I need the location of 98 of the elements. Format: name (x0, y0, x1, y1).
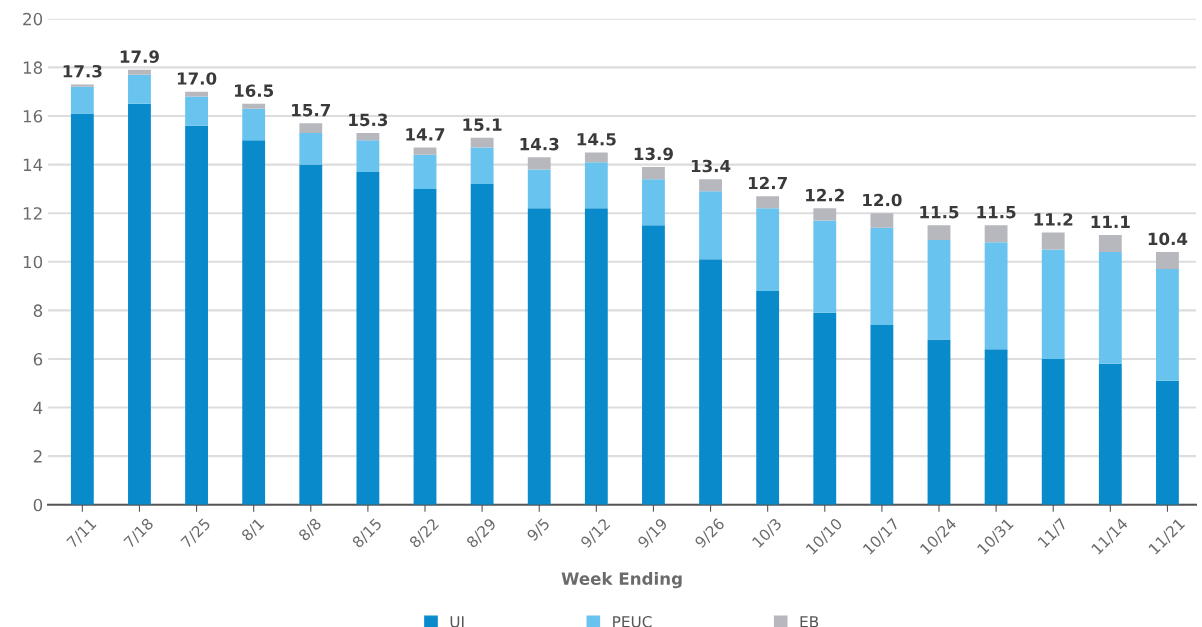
bar (413, 147, 437, 155)
bar (128, 69, 151, 75)
y-tick-label: 8 (33, 304, 43, 317)
total-label: 16.5 (235, 84, 274, 97)
total-label: 11.2 (1034, 213, 1073, 226)
bar (813, 312, 837, 505)
bar (470, 137, 494, 148)
bar (527, 157, 551, 170)
bar (870, 213, 894, 228)
bar (756, 208, 780, 291)
bar (70, 84, 94, 87)
legend-label: UI (450, 616, 464, 627)
y-tick-label: 16 (23, 109, 43, 123)
bar (699, 191, 722, 260)
bar (356, 171, 380, 505)
bar (1098, 363, 1122, 505)
total-label: 17.0 (177, 72, 217, 85)
total-label: 17.3 (63, 64, 102, 78)
total-label: 15.3 (349, 113, 388, 127)
bar (870, 324, 894, 505)
bar (242, 103, 266, 109)
total-label: 11.5 (977, 206, 1016, 219)
x-tick-label: 9/5 (526, 517, 551, 543)
bar (299, 123, 323, 133)
y-tick-label: 20 (23, 12, 43, 26)
y-tick-label: 14 (23, 158, 43, 171)
bar (128, 103, 151, 505)
y-tick-label: 4 (33, 401, 43, 414)
total-label: 12.7 (748, 176, 787, 190)
bar (1098, 252, 1122, 364)
x-tick-label: 8/1 (240, 517, 266, 543)
bar (413, 154, 437, 189)
total-label: 12.0 (863, 193, 902, 207)
y-tick-label: 0 (33, 498, 43, 512)
bar (927, 225, 951, 240)
bar (70, 86, 94, 114)
bar (527, 169, 551, 209)
bar (1156, 380, 1179, 505)
bar (756, 196, 780, 209)
bar (584, 208, 608, 505)
y-tick-label: 2 (33, 450, 42, 463)
bar (984, 349, 1008, 505)
total-label: 14.3 (520, 137, 559, 151)
bar (70, 113, 94, 505)
bar (299, 133, 323, 165)
bar (642, 167, 665, 180)
bar (1098, 235, 1122, 253)
bar (356, 133, 380, 141)
bar (185, 125, 208, 505)
y-tick-label: 18 (23, 61, 43, 74)
bar (1156, 252, 1179, 270)
bar (642, 225, 665, 505)
bar (185, 91, 208, 97)
total-label: 13.9 (634, 147, 673, 161)
bar (1041, 232, 1065, 250)
bar (356, 140, 380, 172)
total-label: 10.4 (1148, 232, 1188, 246)
x-tick-label: 8/8 (297, 517, 323, 543)
total-label: 15.7 (292, 104, 331, 117)
bar (984, 242, 1008, 350)
total-label: 12.2 (806, 188, 844, 202)
bar (470, 147, 494, 185)
bar (642, 179, 665, 226)
y-tick-label: 12 (23, 207, 42, 220)
bar (699, 179, 722, 192)
bar (927, 339, 951, 505)
bar (584, 162, 608, 209)
bar (299, 164, 323, 505)
bar (470, 184, 494, 505)
bar (870, 227, 894, 325)
y-tick-label: 6 (33, 352, 43, 366)
bar (584, 152, 608, 163)
legend-label: EB (800, 616, 819, 627)
bar (813, 220, 837, 313)
bar (242, 108, 266, 141)
total-label: 14.7 (406, 128, 445, 141)
bar (1041, 249, 1065, 359)
legend-label: PEUC (613, 615, 652, 627)
bar (1156, 269, 1179, 381)
total-label: 11.5 (920, 206, 959, 219)
bar (128, 74, 151, 104)
bar (756, 290, 780, 505)
bar (527, 208, 551, 505)
bar (185, 96, 208, 126)
total-label: 11.1 (1091, 215, 1130, 228)
bar (927, 239, 951, 340)
total-label: 17.9 (120, 50, 159, 63)
bar (984, 225, 1008, 243)
x-axis-title: Week Ending (561, 572, 682, 589)
total-label: 14.5 (577, 133, 616, 146)
bar (699, 259, 722, 505)
bar (1041, 358, 1065, 505)
total-label: 15.1 (463, 118, 502, 131)
bar (813, 208, 837, 221)
bar (242, 140, 266, 505)
y-tick-label: 10 (23, 255, 43, 269)
bar (413, 188, 437, 505)
total-label: 13.4 (691, 159, 731, 173)
